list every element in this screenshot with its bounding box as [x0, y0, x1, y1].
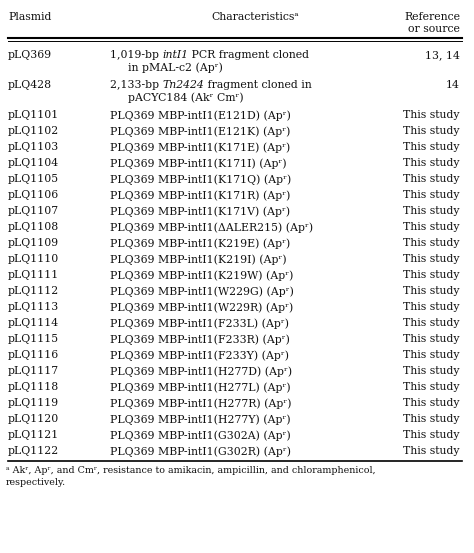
Text: This study: This study [403, 270, 460, 280]
Text: This study: This study [403, 190, 460, 200]
Text: This study: This study [403, 382, 460, 392]
Text: PLQ369 MBP-intI1(H277Y) (Apʳ): PLQ369 MBP-intI1(H277Y) (Apʳ) [110, 414, 291, 425]
Text: pLQ1107: pLQ1107 [8, 206, 59, 216]
Text: PLQ369 MBP-intI1(E121K) (Apʳ): PLQ369 MBP-intI1(E121K) (Apʳ) [110, 126, 291, 137]
Text: This study: This study [403, 174, 460, 184]
Text: pLQ1105: pLQ1105 [8, 174, 59, 184]
Text: pLQ1112: pLQ1112 [8, 286, 59, 296]
Text: pLQ1111: pLQ1111 [8, 270, 59, 280]
Text: PLQ369 MBP-intI1(F233Y) (Apʳ): PLQ369 MBP-intI1(F233Y) (Apʳ) [110, 350, 289, 361]
Text: PLQ369 MBP-intI1(K171Q) (Apʳ): PLQ369 MBP-intI1(K171Q) (Apʳ) [110, 174, 291, 185]
Text: PLQ369 MBP-intI1(F233R) (Apʳ): PLQ369 MBP-intI1(F233R) (Apʳ) [110, 334, 290, 345]
Text: pLQ1117: pLQ1117 [8, 366, 59, 376]
Text: This study: This study [403, 206, 460, 216]
Text: PLQ369 MBP-intI1(W229R) (Apʳ): PLQ369 MBP-intI1(W229R) (Apʳ) [110, 302, 293, 312]
Text: 1,019-bp: 1,019-bp [110, 50, 163, 60]
Text: This study: This study [403, 238, 460, 248]
Text: This study: This study [403, 286, 460, 296]
Text: This study: This study [403, 110, 460, 120]
Text: PLQ369 MBP-intI1(H277R) (Apʳ): PLQ369 MBP-intI1(H277R) (Apʳ) [110, 398, 292, 409]
Text: This study: This study [403, 334, 460, 344]
Text: Characteristicsᵃ: Characteristicsᵃ [211, 12, 299, 22]
Text: or source: or source [408, 24, 460, 34]
Text: PLQ369 MBP-intI1(E121D) (Apʳ): PLQ369 MBP-intI1(E121D) (Apʳ) [110, 110, 291, 121]
Text: 2,133-bp: 2,133-bp [110, 80, 163, 90]
Text: PLQ369 MBP-intI1(K219I) (Apʳ): PLQ369 MBP-intI1(K219I) (Apʳ) [110, 254, 287, 264]
Text: PLQ369 MBP-intI1(ΔALER215) (Apʳ): PLQ369 MBP-intI1(ΔALER215) (Apʳ) [110, 222, 313, 233]
Text: pLQ1108: pLQ1108 [8, 222, 59, 232]
Text: This study: This study [403, 126, 460, 136]
Text: pLQ1118: pLQ1118 [8, 382, 59, 392]
Text: pLQ1113: pLQ1113 [8, 302, 59, 312]
Text: pLQ1109: pLQ1109 [8, 238, 59, 248]
Text: ᵃ Akʳ, Apʳ, and Cmʳ, resistance to amikacin, ampicillin, and chloramphenicol,: ᵃ Akʳ, Apʳ, and Cmʳ, resistance to amika… [6, 466, 375, 475]
Text: PLQ369 MBP-intI1(K171R) (Apʳ): PLQ369 MBP-intI1(K171R) (Apʳ) [110, 190, 291, 201]
Text: PLQ369 MBP-intI1(H277L) (Apʳ): PLQ369 MBP-intI1(H277L) (Apʳ) [110, 382, 291, 393]
Text: This study: This study [403, 318, 460, 328]
Text: pLQ1106: pLQ1106 [8, 190, 59, 200]
Text: pLQ1104: pLQ1104 [8, 158, 59, 168]
Text: fragment cloned in: fragment cloned in [204, 80, 312, 90]
Text: pLQ1101: pLQ1101 [8, 110, 59, 120]
Text: This study: This study [403, 446, 460, 456]
Text: This study: This study [403, 222, 460, 232]
Text: PLQ369 MBP-intI1(F233L) (Apʳ): PLQ369 MBP-intI1(F233L) (Apʳ) [110, 318, 289, 328]
Text: pLQ1120: pLQ1120 [8, 414, 59, 424]
Text: PLQ369 MBP-intI1(G302A) (Apʳ): PLQ369 MBP-intI1(G302A) (Apʳ) [110, 430, 291, 441]
Text: PLQ369 MBP-intI1(W229G) (Apʳ): PLQ369 MBP-intI1(W229G) (Apʳ) [110, 286, 294, 296]
Text: This study: This study [403, 302, 460, 312]
Text: 13, 14: 13, 14 [425, 50, 460, 60]
Text: respectively.: respectively. [6, 478, 66, 487]
Text: This study: This study [403, 350, 460, 360]
Text: pLQ1119: pLQ1119 [8, 398, 59, 408]
Text: 14: 14 [446, 80, 460, 90]
Text: This study: This study [403, 142, 460, 152]
Text: PLQ369 MBP-intI1(K219W) (Apʳ): PLQ369 MBP-intI1(K219W) (Apʳ) [110, 270, 293, 280]
Text: This study: This study [403, 366, 460, 376]
Text: PLQ369 MBP-intI1(K171V) (Apʳ): PLQ369 MBP-intI1(K171V) (Apʳ) [110, 206, 290, 217]
Text: PCR fragment cloned: PCR fragment cloned [189, 50, 310, 60]
Text: PLQ369 MBP-intI1(H277D) (Apʳ): PLQ369 MBP-intI1(H277D) (Apʳ) [110, 366, 292, 377]
Text: pLQ1122: pLQ1122 [8, 446, 59, 456]
Text: This study: This study [403, 254, 460, 264]
Text: pLQ1114: pLQ1114 [8, 318, 59, 328]
Text: Reference: Reference [404, 12, 460, 22]
Text: PLQ369 MBP-intI1(G302R) (Apʳ): PLQ369 MBP-intI1(G302R) (Apʳ) [110, 446, 291, 457]
Text: pLQ1121: pLQ1121 [8, 430, 59, 440]
Text: pLQ369: pLQ369 [8, 50, 52, 60]
Text: intI1: intI1 [163, 50, 189, 60]
Text: pLQ428: pLQ428 [8, 80, 52, 90]
Text: pLQ1103: pLQ1103 [8, 142, 59, 152]
Text: in pMAL-c2 (Apʳ): in pMAL-c2 (Apʳ) [128, 62, 223, 72]
Text: This study: This study [403, 430, 460, 440]
Text: pLQ1110: pLQ1110 [8, 254, 59, 264]
Text: pLQ1116: pLQ1116 [8, 350, 59, 360]
Text: This study: This study [403, 158, 460, 168]
Text: pLQ1102: pLQ1102 [8, 126, 59, 136]
Text: pLQ1115: pLQ1115 [8, 334, 59, 344]
Text: This study: This study [403, 414, 460, 424]
Text: Plasmid: Plasmid [8, 12, 51, 22]
Text: Tn2424: Tn2424 [163, 80, 204, 90]
Text: pACYC184 (Akʳ Cmʳ): pACYC184 (Akʳ Cmʳ) [128, 92, 244, 102]
Text: This study: This study [403, 398, 460, 408]
Text: PLQ369 MBP-intI1(K171I) (Apʳ): PLQ369 MBP-intI1(K171I) (Apʳ) [110, 158, 287, 169]
Text: PLQ369 MBP-intI1(K171E) (Apʳ): PLQ369 MBP-intI1(K171E) (Apʳ) [110, 142, 290, 153]
Text: PLQ369 MBP-intI1(K219E) (Apʳ): PLQ369 MBP-intI1(K219E) (Apʳ) [110, 238, 290, 248]
